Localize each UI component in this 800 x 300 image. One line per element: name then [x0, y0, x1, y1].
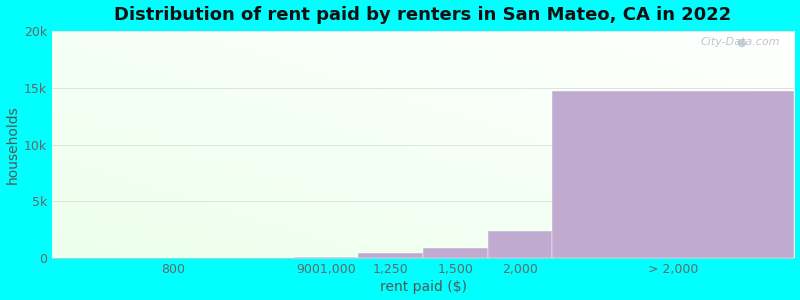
Y-axis label: households: households: [6, 105, 19, 184]
X-axis label: rent paid ($): rent paid ($): [379, 280, 466, 294]
Bar: [552, 91, 794, 258]
Text: ●: ●: [737, 38, 746, 47]
Bar: [294, 257, 358, 258]
Bar: [358, 253, 423, 258]
Text: City-Data.com: City-Data.com: [700, 38, 779, 47]
Bar: [488, 231, 552, 258]
Bar: [423, 248, 488, 258]
Title: Distribution of rent paid by renters in San Mateo, CA in 2022: Distribution of rent paid by renters in …: [114, 6, 732, 24]
